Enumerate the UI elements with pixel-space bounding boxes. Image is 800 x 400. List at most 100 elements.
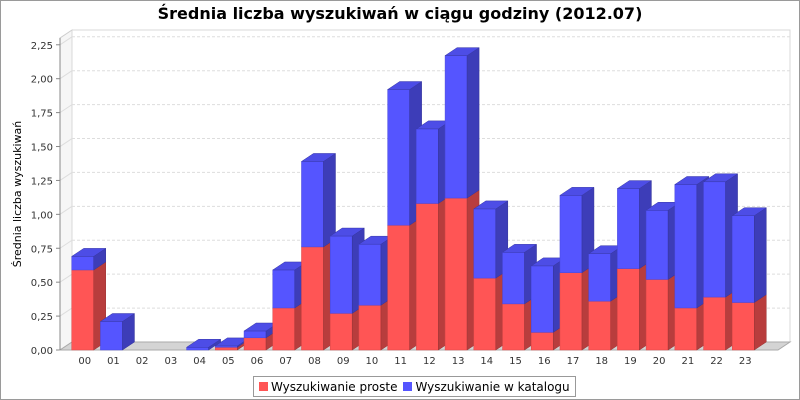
x-tick-label-03: 03 xyxy=(165,356,178,367)
bar-simple-00 xyxy=(71,269,94,351)
bar-top-04 xyxy=(185,339,222,348)
x-tick-label-09: 09 xyxy=(337,356,350,367)
x-tick-label-10: 10 xyxy=(366,356,379,367)
bar-catalog-06 xyxy=(243,330,267,339)
bar-simple-11 xyxy=(387,224,410,351)
x-tick-label-01: 01 xyxy=(107,356,120,367)
bar-top-14 xyxy=(472,200,509,210)
bar-top-13 xyxy=(444,47,480,56)
bar-catalog-07 xyxy=(272,269,296,309)
bar-simple-08 xyxy=(301,246,324,351)
bar-simple-14 xyxy=(473,277,497,351)
legend: Wyszukiwanie proste Wyszukiwanie w katal… xyxy=(253,376,576,397)
bar-top-19 xyxy=(616,180,653,189)
legend-label-catalog: Wyszukiwanie w katalogu xyxy=(415,379,570,394)
legend-item-catalog: Wyszukiwanie w katalogu xyxy=(403,379,570,394)
bar-top-17 xyxy=(559,187,595,196)
bar-catalog-00 xyxy=(71,256,94,271)
y-tick-label: 0,50 xyxy=(31,278,53,289)
bar-catalog-23 xyxy=(732,215,755,303)
bar-simple-21 xyxy=(674,307,698,351)
y-tick-label: 0,00 xyxy=(31,346,53,357)
x-tick-label-08: 08 xyxy=(308,356,321,367)
x-tick-label-21: 21 xyxy=(681,356,694,367)
x-tick-label-00: 00 xyxy=(78,356,91,367)
bar-catalog-13 xyxy=(444,55,468,199)
x-tick-label-07: 07 xyxy=(279,356,292,367)
bar-top-09 xyxy=(329,227,366,237)
bar-catalog-10 xyxy=(358,243,382,306)
x-tick-label-02: 02 xyxy=(136,356,149,367)
legend-swatch-simple xyxy=(259,382,268,391)
chart-title: Średnia liczba wyszukiwań w ciągu godzin… xyxy=(157,4,643,23)
y-tick-label: 0,75 xyxy=(31,244,53,255)
legend-item-simple: Wyszukiwanie proste xyxy=(259,380,397,394)
y-tick-label: 2,00 xyxy=(31,75,53,86)
x-tick-label-04: 04 xyxy=(193,356,206,367)
legend-swatch-catalog xyxy=(403,382,413,391)
gridline-wall xyxy=(59,273,73,283)
bar-simple-15 xyxy=(502,303,525,351)
y-tick-label: 2,25 xyxy=(31,41,53,52)
bar-simple-18 xyxy=(588,300,611,351)
x-tick-label-20: 20 xyxy=(653,356,666,367)
bar-simple-13 xyxy=(444,197,468,351)
x-tick-label-06: 06 xyxy=(251,356,264,367)
bar-catalog-20 xyxy=(645,210,669,280)
x-tick-label-15: 15 xyxy=(509,356,522,367)
bar-catalog-14 xyxy=(473,208,497,279)
bar-catalog-13-side xyxy=(466,47,480,199)
y-tick-label: 1,00 xyxy=(31,210,53,221)
gridline-wall xyxy=(59,205,73,215)
bar-simple-16 xyxy=(530,332,554,351)
bar-catalog-16 xyxy=(530,265,554,333)
bar-catalog-15 xyxy=(502,252,525,305)
bar-simple-17 xyxy=(559,272,583,351)
bar-top-23 xyxy=(731,207,768,216)
gridline-wall xyxy=(59,239,73,249)
bar-top-11 xyxy=(386,81,423,90)
y-tick-label: 1,25 xyxy=(31,176,53,187)
bar-top-21 xyxy=(674,176,710,185)
x-tick-label-13: 13 xyxy=(452,356,465,367)
bar-top-00 xyxy=(70,248,107,257)
x-tick-label-23: 23 xyxy=(739,356,752,367)
bar-catalog-17 xyxy=(559,195,583,273)
bar-catalog-08-side xyxy=(323,152,336,248)
bar-top-22 xyxy=(702,173,739,183)
bar-catalog-08 xyxy=(301,161,324,248)
y-tick-label: 1,75 xyxy=(31,109,53,120)
bar-simple-12 xyxy=(416,203,439,351)
bar-catalog-23-side xyxy=(754,207,767,303)
gridline-wall xyxy=(59,307,73,317)
y-tick-label: 1,50 xyxy=(31,143,53,154)
bar-top-15 xyxy=(501,244,538,253)
gridline-wall xyxy=(59,172,73,181)
x-tick-label-17: 17 xyxy=(567,356,580,367)
x-tick-label-22: 22 xyxy=(710,356,723,367)
x-tick-label-14: 14 xyxy=(480,356,493,367)
y-tick-label: 0,25 xyxy=(31,312,53,323)
bar-catalog-04 xyxy=(186,347,209,351)
bar-simple-06 xyxy=(243,337,267,351)
bar-simple-22 xyxy=(703,296,726,351)
bar-simple-05 xyxy=(215,347,238,351)
bar-catalog-09 xyxy=(329,235,353,314)
bar-catalog-19 xyxy=(617,188,640,269)
x-tick-label-18: 18 xyxy=(595,356,608,367)
bar-simple-23-side xyxy=(754,294,767,351)
gridline-wall xyxy=(59,70,73,80)
y-axis-label: Średnia liczba wyszukiwań xyxy=(11,121,24,268)
bar-catalog-12 xyxy=(416,128,439,204)
bar-top-08 xyxy=(300,153,337,162)
legend-label-simple: Wyszukiwanie proste xyxy=(271,379,398,394)
x-tick-label-05: 05 xyxy=(222,356,235,367)
bar-simple-20 xyxy=(645,279,669,351)
x-tick-label-19: 19 xyxy=(624,356,637,367)
bar-top-01 xyxy=(99,313,136,322)
x-tick-label-12: 12 xyxy=(423,356,436,367)
bar-catalog-18 xyxy=(588,253,611,302)
bar-simple-07 xyxy=(272,307,296,351)
bar-catalog-11 xyxy=(387,89,410,226)
